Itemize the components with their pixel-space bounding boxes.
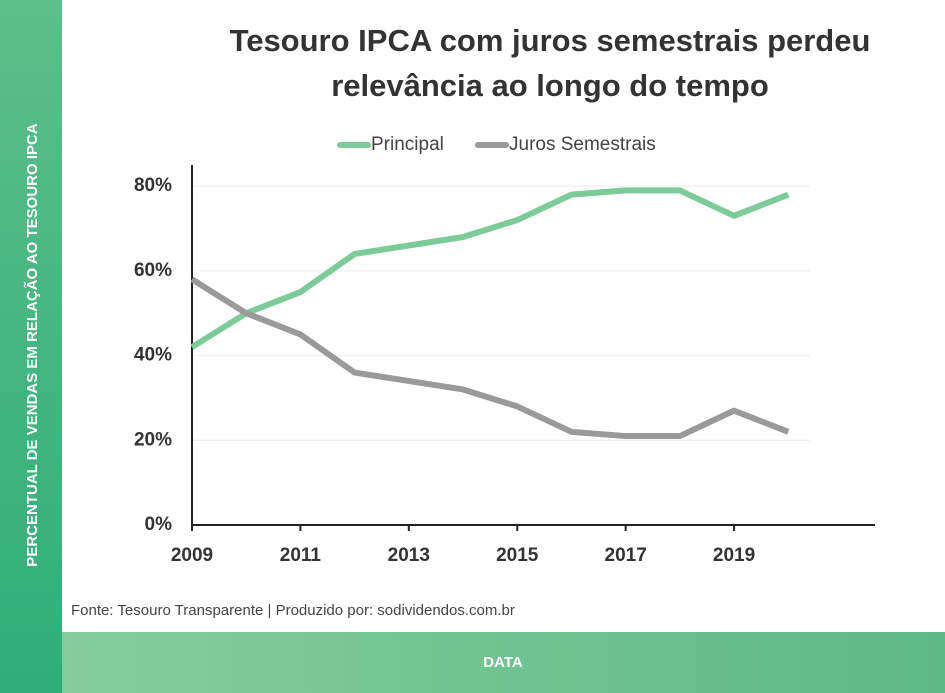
x-tick-label: 2019 bbox=[713, 545, 755, 566]
x-tick-label: 2011 bbox=[280, 545, 322, 566]
y-tick-label: 0% bbox=[145, 514, 173, 535]
x-axis-label: DATA bbox=[483, 654, 523, 671]
chart-title: Tesouro IPCA com juros semestrais perdeu… bbox=[229, 23, 871, 103]
x-tick-label: 2015 bbox=[496, 545, 539, 566]
y-axis-label: PERCENTUAL DE VENDAS EM RELAÇÃO AO TESOU… bbox=[23, 123, 41, 567]
legend-label: Principal bbox=[371, 134, 444, 155]
x-tick-label: 2013 bbox=[388, 545, 430, 566]
sidebar bbox=[0, 0, 62, 693]
x-tick-label: 2009 bbox=[171, 545, 213, 566]
y-tick-label: 20% bbox=[134, 429, 172, 450]
source-note: Fonte: Tesouro Transparente | Produzido … bbox=[71, 602, 515, 619]
y-tick-label: 80% bbox=[134, 175, 172, 196]
y-tick-label: 40% bbox=[134, 345, 172, 366]
bottom-bar bbox=[62, 632, 945, 693]
legend-label: Juros Semestrais bbox=[509, 134, 656, 155]
series-line bbox=[190, 187, 790, 350]
x-tick-label: 2017 bbox=[605, 545, 647, 566]
series-line bbox=[190, 276, 790, 440]
y-tick-label: 60% bbox=[134, 260, 172, 281]
